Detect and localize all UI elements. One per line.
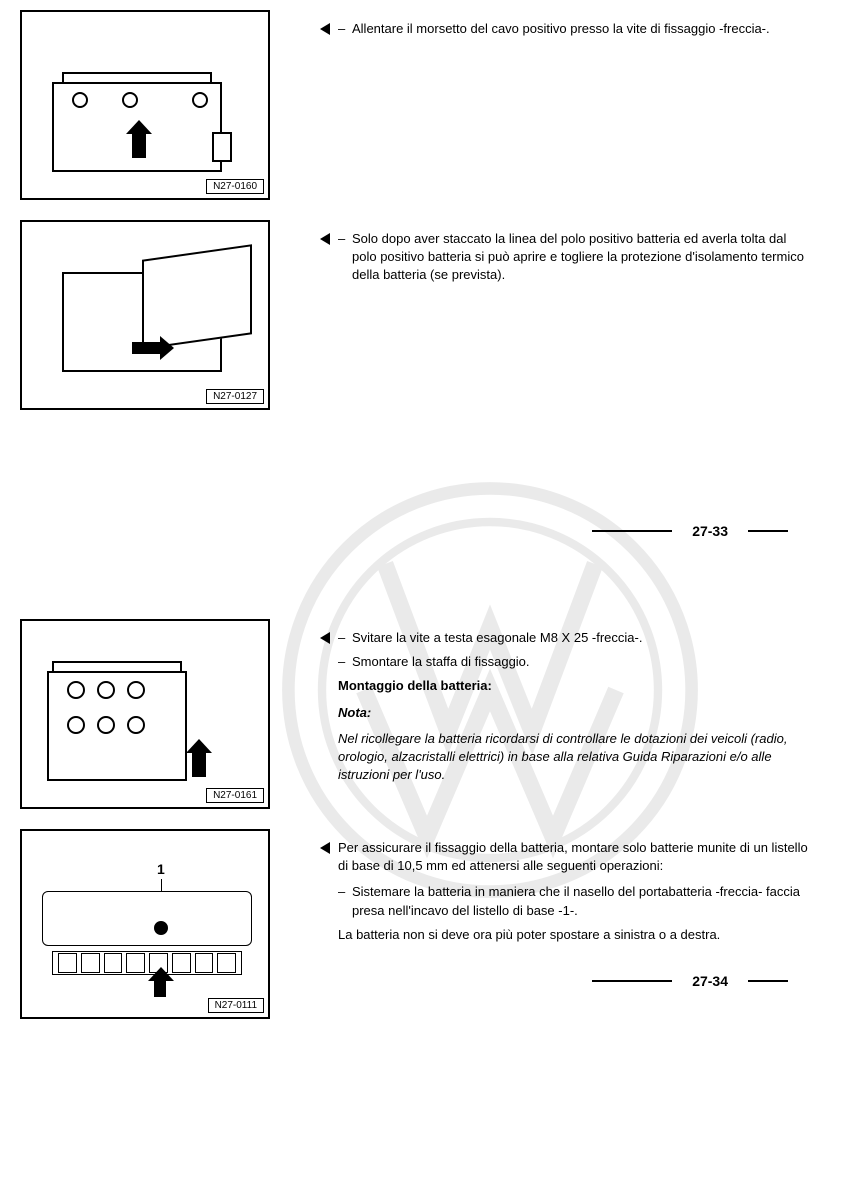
section3-note-label: Nota:	[338, 704, 808, 722]
dash-icon: –	[338, 20, 352, 38]
section4-outro: La batteria non si deve ora più poter sp…	[338, 926, 808, 944]
figure-3-label: N27-0161	[206, 788, 264, 803]
dash-icon: –	[338, 629, 352, 647]
figure-1-label: N27-0160	[206, 179, 264, 194]
section-3: N27-0161 – Svitare la vite a testa esago…	[0, 609, 848, 819]
section1-item1: Allentare il morsetto del cavo positivo …	[352, 20, 808, 38]
page-number-row-2: 27-34	[0, 950, 848, 1019]
marker-icon	[320, 632, 330, 644]
section-2: N27-0127 – Solo dopo aver staccato la li…	[0, 210, 848, 420]
page-number-row-1: 27-33	[0, 500, 848, 569]
marker-icon	[320, 23, 330, 35]
dash-icon: –	[338, 883, 352, 919]
section3-note-body: Nel ricollegare la batteria ricordarsi d…	[338, 730, 808, 785]
section3-item1: Svitare la vite a testa esagonale M8 X 2…	[352, 629, 808, 647]
figure-4-callout: 1	[157, 861, 165, 877]
dash-icon: –	[338, 653, 352, 671]
section2-item1: Solo dopo aver staccato la linea del pol…	[352, 230, 808, 285]
dash-icon: –	[338, 230, 352, 285]
page-number-2: 27-34	[692, 973, 728, 989]
section3-item2: Smontare la staffa di fissaggio.	[352, 653, 808, 671]
section-1: N27-0160 – Allentare il morsetto del cav…	[0, 0, 848, 210]
section4-intro: Per assicurare il fissaggio della batter…	[338, 839, 808, 875]
marker-icon	[320, 842, 330, 854]
section4-item1: Sistemare la batteria in maniera che il …	[352, 883, 808, 919]
figure-1: N27-0160	[20, 10, 270, 200]
marker-icon	[320, 233, 330, 245]
figure-2-label: N27-0127	[206, 389, 264, 404]
figure-3: N27-0161	[20, 619, 270, 809]
figure-2: N27-0127	[20, 220, 270, 410]
section3-heading: Montaggio della batteria:	[338, 677, 808, 695]
page-number-1: 27-33	[692, 523, 728, 539]
